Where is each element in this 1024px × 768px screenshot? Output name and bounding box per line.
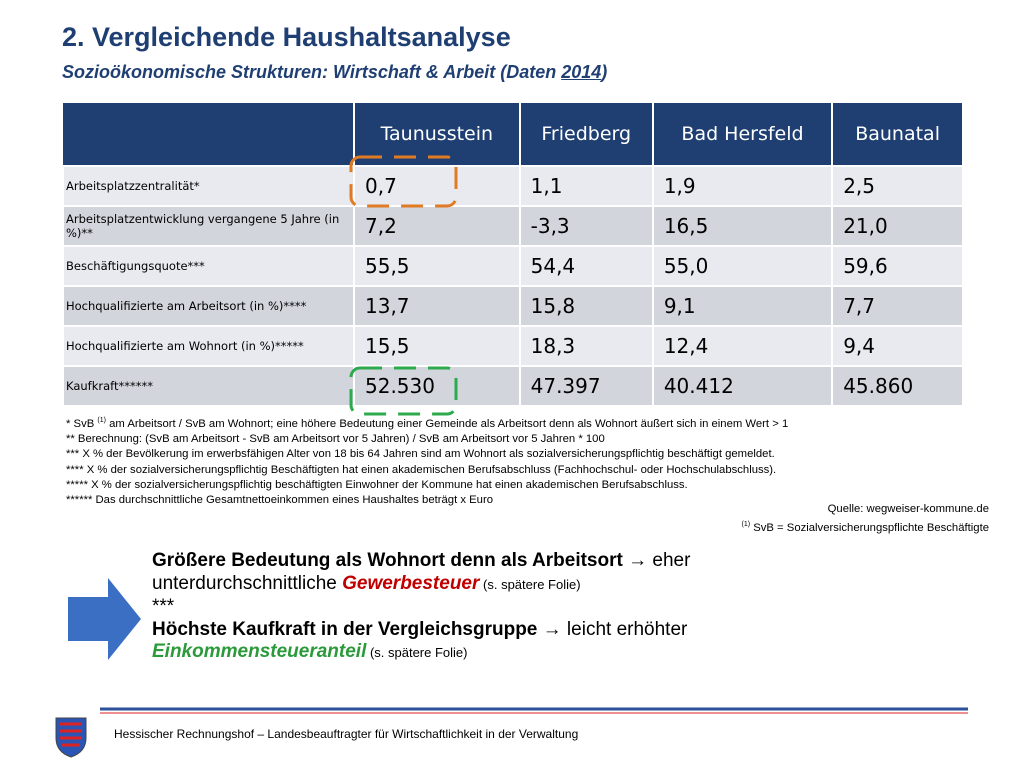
- cell: 7,2: [353, 205, 521, 247]
- row: Kaufkraft****** 52.530 47.397 40.412 45.860: [62, 365, 964, 407]
- row-label: Beschäftigungsquote***: [62, 245, 355, 287]
- cell: 59,6: [831, 245, 964, 287]
- row-label: Hochqualifizierte am Arbeitsort (in %)**…: [62, 285, 355, 327]
- conclusion-item: Höchste Kaufkraft in der Vergleichsgrupp…: [152, 619, 852, 665]
- cell: 15,8: [518, 285, 654, 327]
- row: Arbeitsplatzzentralität* 0,7 1,1 1,9 2,5: [62, 165, 964, 207]
- subtitle-text: ): [601, 62, 608, 82]
- subtitle-text: Sozioökonomische Strukturen: Wirtschaft …: [62, 62, 562, 82]
- column-header: Taunusstein: [354, 103, 521, 166]
- cell: 0,7: [353, 165, 521, 207]
- cell: 40.412: [651, 365, 834, 407]
- cell: 47.397: [518, 365, 654, 407]
- conclusion-text: → leicht erhöhter: [537, 618, 693, 640]
- cell: 1,9: [651, 165, 834, 207]
- footnote: **** X % der sozialversicherungspflichti…: [66, 463, 777, 476]
- cell: 13,7: [353, 285, 521, 327]
- footnote: ****** Das durchschnittliche Gesamtnetto…: [66, 494, 493, 507]
- footnotes: * SvB (1) am Arbeitsort / SvB am Wohnort…: [66, 413, 788, 509]
- row: Hochqualifizierte am Arbeitsort (in %)**…: [62, 285, 964, 327]
- conclusion-highlight: Gewerbesteuer: [342, 572, 480, 594]
- footnote-sup: (1): [97, 417, 106, 424]
- cell: 21,0: [831, 205, 964, 247]
- row: Hochqualifizierte am Wohnort (in %)*****…: [62, 325, 964, 367]
- header-row: Taunusstein Friedberg Bad Hersfeld Baunatal: [63, 103, 964, 166]
- footer: Hessischer Rechnungshof – Landesbeauftra…: [114, 727, 579, 741]
- cell: 16,5: [651, 205, 834, 247]
- footnote: ***** X % der sozialversicherungspflicht…: [66, 478, 688, 491]
- header-cell: [63, 103, 355, 166]
- column-header: Baunatal: [832, 103, 964, 166]
- footnote-text: * SvB: [66, 417, 98, 430]
- subtitle-year: 2014: [561, 62, 602, 82]
- conclusion-separator: ***: [152, 596, 175, 617]
- footnote: ** Berechnung: (SvB am Arbeitsort - SvB …: [66, 433, 605, 446]
- source-text: SvB = Sozialversicherungspflichte Beschä…: [750, 521, 989, 534]
- cell: 55,5: [353, 245, 521, 287]
- crest-stripes: [60, 722, 82, 747]
- conclusion-bold: Höchste Kaufkraft in der Vergleichsgrupp…: [152, 618, 538, 640]
- cell: -3,3: [518, 205, 654, 247]
- title: 2. Vergleichende Haushaltsanalyse: [62, 22, 511, 52]
- table: Taunusstein Friedberg Bad Hersfeld Baunatal…: [62, 103, 964, 407]
- conclusion-text: → eher unterdurchschnittliche: [152, 550, 696, 594]
- conclusion-highlight: Einkommensteueranteil: [152, 641, 367, 662]
- footnote: * SvB (1) am Arbeitsort / SvB am Wohnort…: [66, 413, 788, 432]
- cell: 9,4: [831, 325, 964, 367]
- conclusion-note: (s. spätere Folie): [479, 576, 581, 592]
- cell: 15,5: [353, 325, 521, 367]
- column-header: Bad Hersfeld: [652, 103, 834, 166]
- cell: 54,4: [518, 245, 654, 287]
- cell: 12,4: [651, 325, 834, 367]
- row-label: Hochqualifizierte am Wohnort (in %)*****: [62, 325, 355, 367]
- cell: 7,7: [831, 285, 964, 327]
- conclusion-note: (s. spätere Folie): [366, 645, 468, 660]
- row-label: Arbeitsplatzzentralität*: [62, 165, 355, 207]
- cell: 2,5: [831, 165, 964, 207]
- row-label: Kaufkraft******: [62, 365, 355, 407]
- row-label: Arbeitsplatzentwicklung vergangene 5 Jah…: [62, 205, 355, 247]
- source-def: (1) SvB = Sozialversicherungspflichte Be…: [742, 517, 990, 536]
- cell: 18,3: [518, 325, 654, 367]
- conclusion-item: Größere Bedeutung als Wohnort denn als A…: [152, 550, 852, 596]
- cell: 45.860: [831, 365, 964, 407]
- column-header: Friedberg: [519, 103, 654, 166]
- subtitle: Sozioökonomische Strukturen: Wirtschaft …: [62, 62, 607, 83]
- row: Arbeitsplatzentwicklung vergangene 5 Jah…: [62, 205, 964, 247]
- conclusion-bold: Größere Bedeutung als Wohnort denn als A…: [152, 550, 623, 571]
- cell: 52.530: [353, 365, 521, 407]
- cell: 55,0: [651, 245, 834, 287]
- cell: 1,1: [518, 165, 654, 207]
- source-sup: (1): [741, 521, 751, 528]
- crest: [55, 717, 87, 758]
- cell: 9,1: [651, 285, 834, 327]
- source-line: Quelle: wegweiser-kommune.de: [827, 503, 989, 515]
- footnote-text: am Arbeitsort / SvB am Wohnort; eine höh…: [105, 417, 789, 430]
- footnote: *** X % der Bevölkerung im erwerbsfähige…: [66, 448, 775, 461]
- source: Quelle: wegweiser-kommune.de (1) SvB = So…: [742, 502, 990, 536]
- arrow: [68, 578, 141, 660]
- conclusion: Größere Bedeutung als Wohnort denn als A…: [152, 550, 852, 665]
- row: Beschäftigungsquote*** 55,5 54,4 55,0 59,6: [62, 245, 964, 287]
